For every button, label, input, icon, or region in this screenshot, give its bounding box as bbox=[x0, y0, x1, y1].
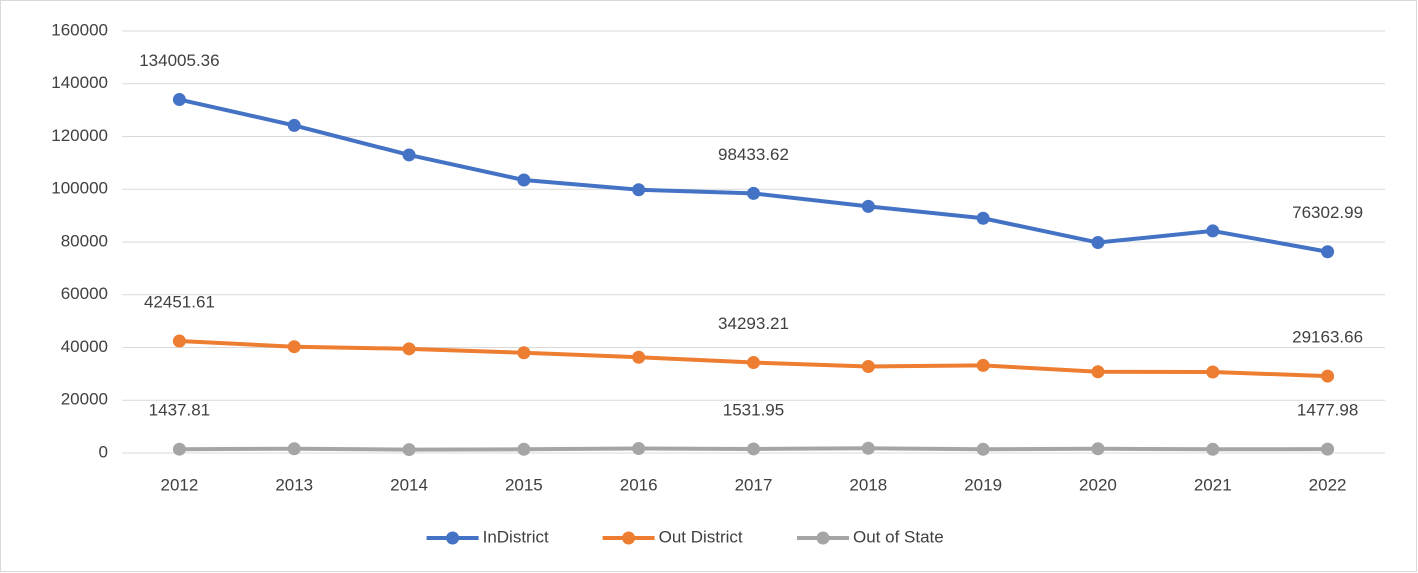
data-point bbox=[287, 442, 301, 456]
data-label: 1437.81 bbox=[149, 401, 210, 420]
data-point bbox=[172, 93, 186, 107]
legend-label: InDistrict bbox=[483, 527, 549, 546]
data-point bbox=[1206, 224, 1220, 238]
data-point bbox=[517, 442, 531, 456]
data-label: 42451.61 bbox=[144, 293, 215, 312]
data-point bbox=[402, 342, 416, 356]
y-tick-label: 100000 bbox=[51, 179, 108, 198]
x-tick-label: 2018 bbox=[849, 475, 887, 494]
data-point bbox=[1321, 245, 1335, 259]
data-label: 29163.66 bbox=[1292, 328, 1363, 347]
data-point bbox=[632, 442, 646, 456]
x-tick-label: 2012 bbox=[160, 475, 198, 494]
data-label: 98433.62 bbox=[718, 145, 789, 164]
legend-swatch-marker bbox=[816, 531, 830, 545]
data-point bbox=[287, 118, 301, 132]
data-label: 34293.21 bbox=[718, 314, 789, 333]
y-tick-label: 80000 bbox=[61, 231, 108, 250]
data-point bbox=[861, 441, 875, 455]
y-tick-label: 120000 bbox=[51, 126, 108, 145]
y-tick-label: 160000 bbox=[51, 20, 108, 39]
data-point bbox=[976, 442, 990, 456]
data-point bbox=[861, 359, 875, 373]
data-point bbox=[402, 443, 416, 457]
x-tick-label: 2014 bbox=[390, 475, 428, 494]
x-tick-label: 2022 bbox=[1309, 475, 1347, 494]
legend-label: Out of State bbox=[853, 527, 944, 546]
data-label: 76302.99 bbox=[1292, 203, 1363, 222]
data-point bbox=[517, 346, 531, 360]
legend-swatch-marker bbox=[446, 531, 460, 545]
data-point bbox=[976, 211, 990, 225]
data-point bbox=[861, 199, 875, 213]
x-tick-label: 2016 bbox=[620, 475, 658, 494]
data-point bbox=[747, 356, 760, 370]
x-tick-label: 2019 bbox=[964, 475, 1002, 494]
data-point bbox=[747, 186, 760, 200]
y-tick-label: 60000 bbox=[61, 284, 108, 303]
data-point bbox=[1091, 365, 1105, 379]
legend-label: Out District bbox=[659, 527, 743, 546]
y-tick-label: 20000 bbox=[61, 390, 108, 409]
data-point bbox=[1321, 369, 1335, 383]
x-tick-label: 2020 bbox=[1079, 475, 1117, 494]
x-tick-label: 2021 bbox=[1194, 475, 1232, 494]
data-point bbox=[747, 442, 760, 456]
data-label: 1531.95 bbox=[723, 400, 784, 419]
data-point bbox=[1206, 442, 1220, 456]
x-tick-label: 2017 bbox=[735, 475, 773, 494]
y-tick-label: 0 bbox=[99, 442, 108, 461]
y-tick-label: 40000 bbox=[61, 337, 108, 356]
data-point bbox=[632, 350, 646, 364]
data-point bbox=[1091, 236, 1105, 250]
data-point bbox=[1321, 442, 1335, 456]
data-point bbox=[172, 334, 186, 348]
data-point bbox=[1206, 365, 1220, 379]
y-tick-label: 140000 bbox=[51, 73, 108, 92]
data-point bbox=[172, 442, 186, 456]
data-label: 1477.98 bbox=[1297, 401, 1358, 420]
data-label: 134005.36 bbox=[139, 51, 219, 70]
data-point bbox=[976, 358, 990, 372]
data-point bbox=[1091, 442, 1105, 456]
data-point bbox=[517, 173, 531, 187]
data-point bbox=[632, 183, 646, 197]
x-tick-label: 2015 bbox=[505, 475, 543, 494]
x-tick-label: 2013 bbox=[275, 475, 313, 494]
legend-swatch-marker bbox=[622, 531, 636, 545]
data-point bbox=[287, 340, 301, 354]
data-point bbox=[402, 148, 416, 162]
